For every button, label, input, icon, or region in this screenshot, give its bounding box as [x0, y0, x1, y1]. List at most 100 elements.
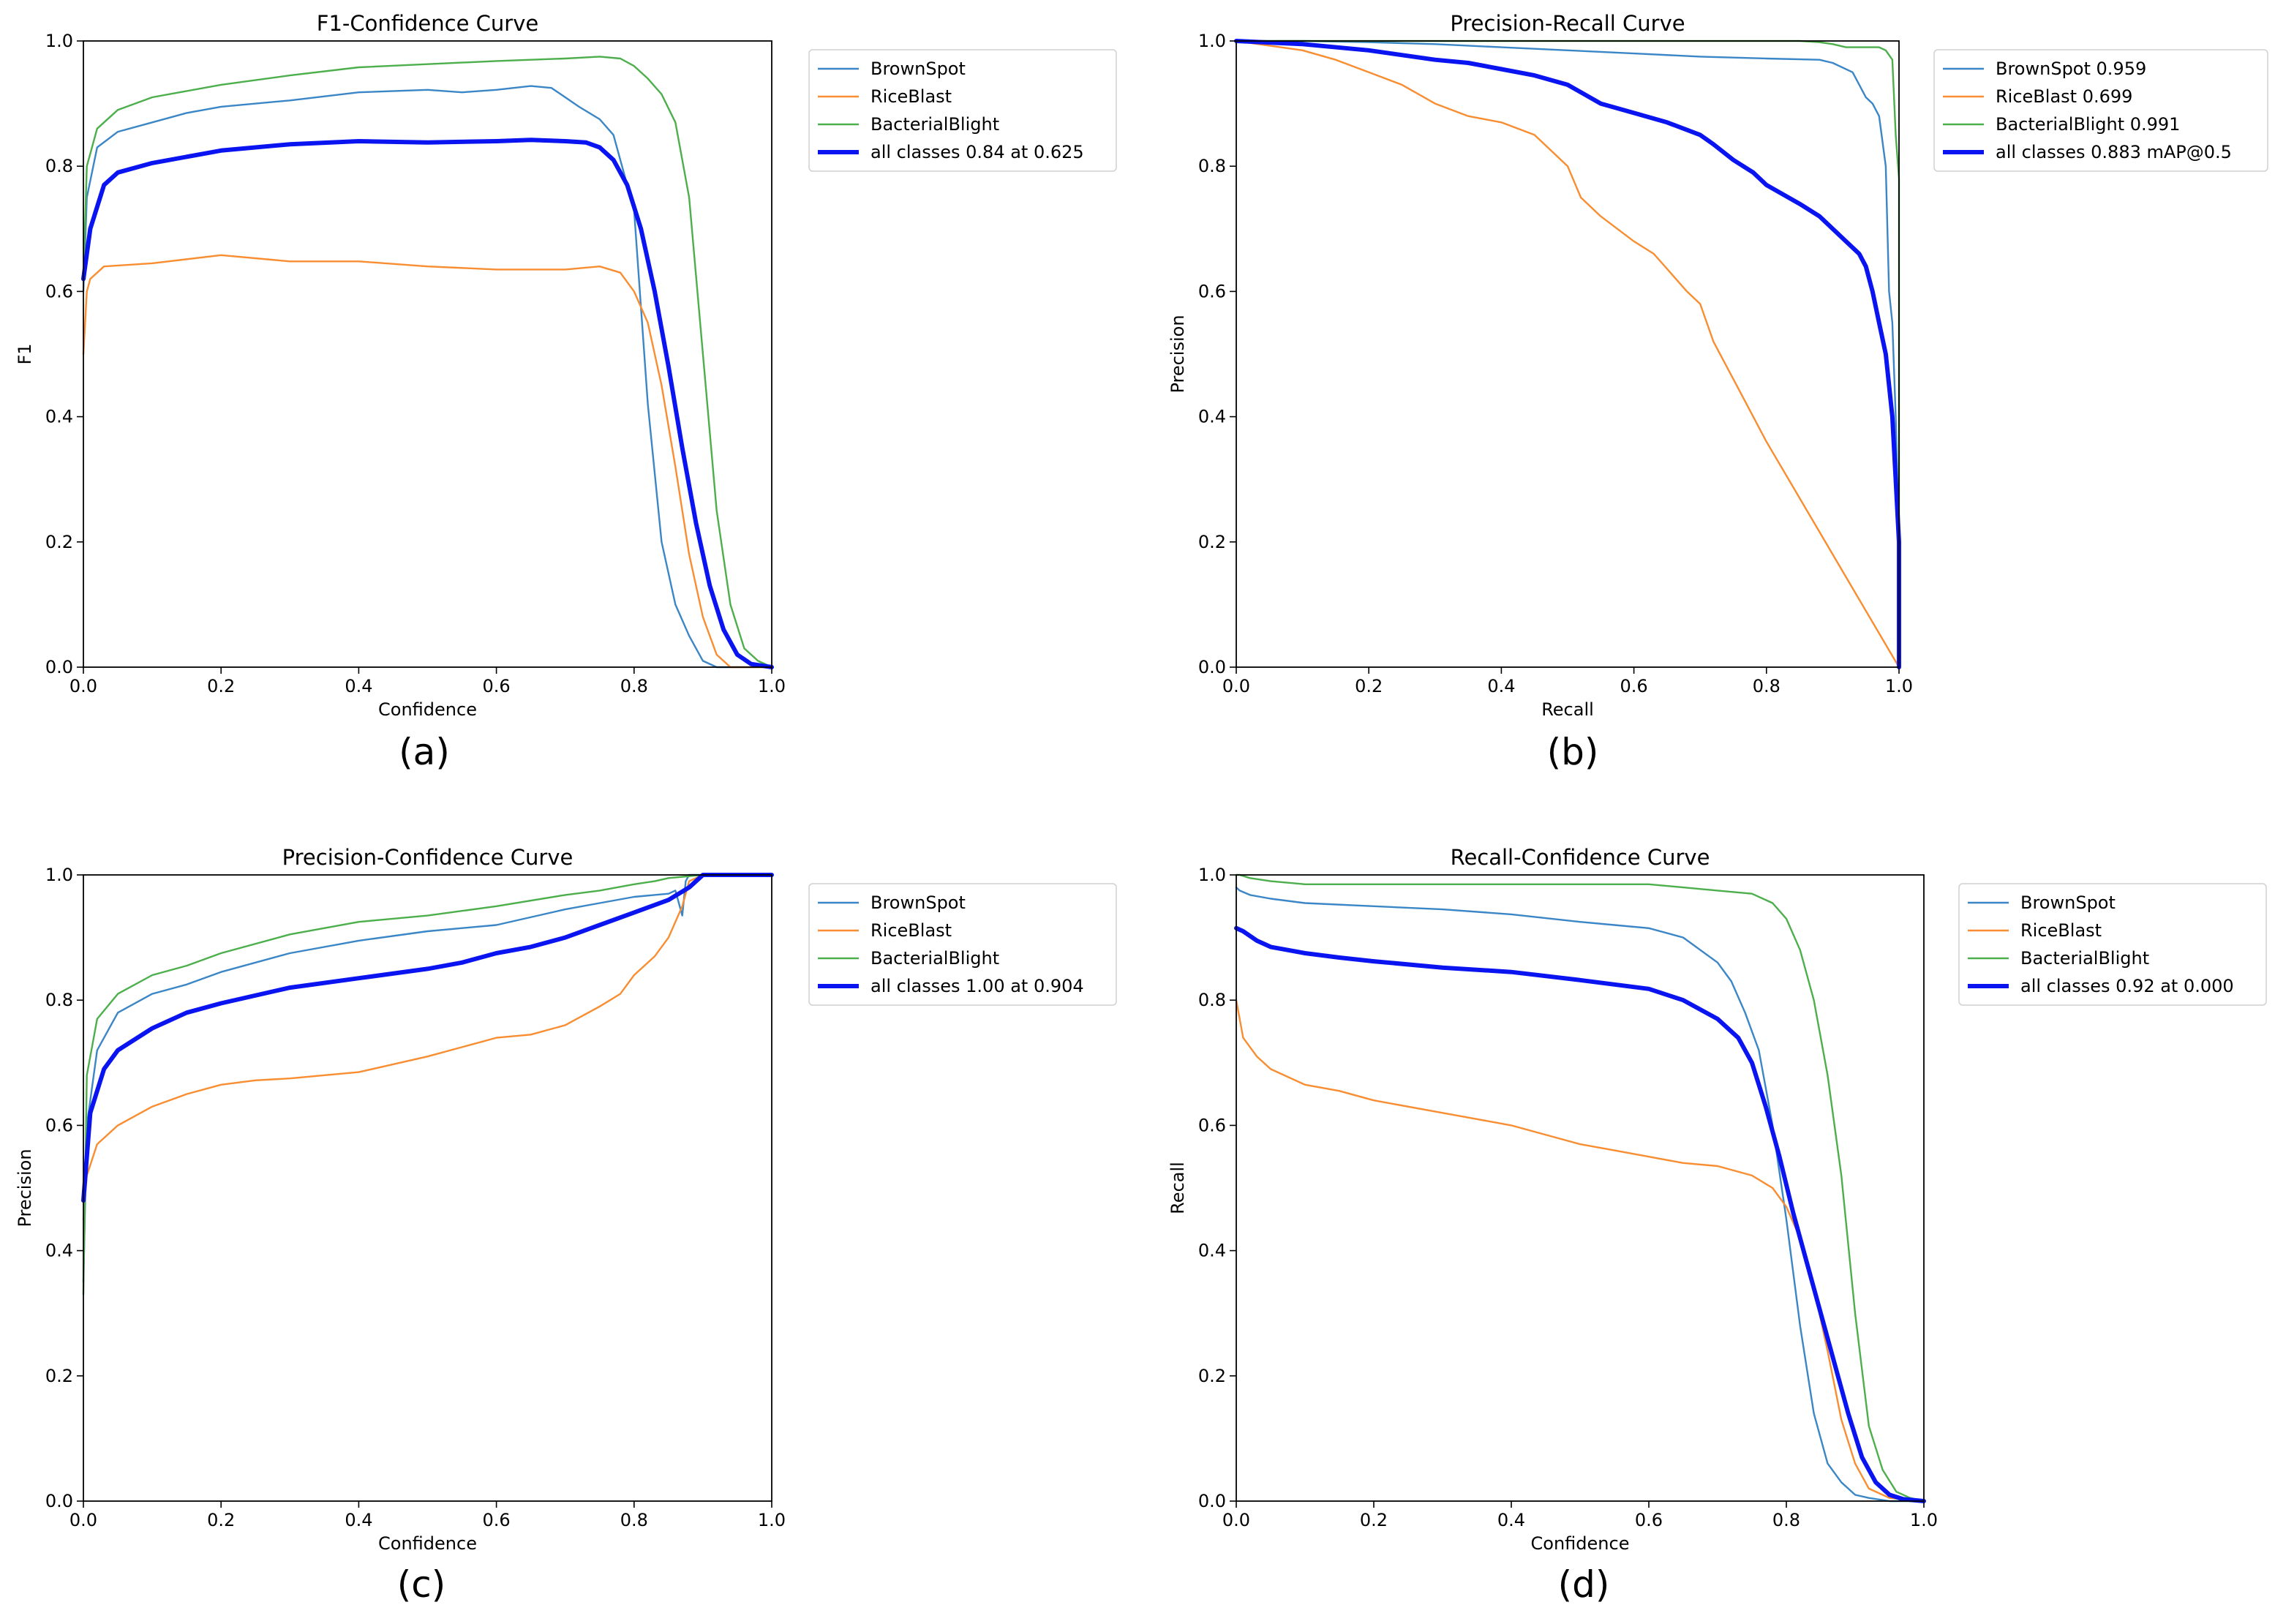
y-tick-label: 0.4 — [45, 407, 73, 427]
y-tick-label: 0.4 — [1198, 1241, 1226, 1261]
x-axis-label: Recall — [1541, 699, 1594, 720]
x-tick-label: 0.0 — [69, 1510, 97, 1530]
legend-label: RiceBlast — [870, 920, 952, 941]
x-tick-label: 1.0 — [1910, 1510, 1938, 1530]
x-tick-label: 0.6 — [483, 1510, 511, 1530]
legend-a: BrownSpot RiceBlast BacterialBlight all cla… — [808, 49, 1117, 172]
y-tick-label: 0.8 — [45, 156, 73, 176]
series-line-brownspot — [1235, 40, 1900, 669]
legend-label: BacterialBlight — [870, 948, 999, 969]
x-tick-label: 0.4 — [1487, 676, 1515, 696]
y-tick-label: 0.4 — [45, 1241, 73, 1261]
legend-c: BrownSpot RiceBlast BacterialBlight all cla… — [808, 883, 1117, 1006]
x-tick-label: 0.2 — [207, 1510, 235, 1530]
x-tick-label: 0.8 — [1753, 676, 1780, 696]
panel-caption-d: (d) — [1558, 1563, 1610, 1606]
legend-label: all classes 0.92 at 0.000 — [2020, 976, 2234, 996]
series-line-bacterialblight — [1235, 873, 1925, 1503]
x-tick-label: 0.8 — [1772, 1510, 1800, 1530]
x-tick-label: 0.8 — [620, 676, 648, 696]
chart-title-d: Recall-Confidence Curve — [1451, 845, 1710, 870]
legend-label: BacterialBlight — [870, 114, 999, 135]
y-tick-label: 0.0 — [1198, 1491, 1226, 1511]
panel-c: Precision-Confidence Curve 0.0 0.2 0.4 0.6 0.… — [15, 845, 1117, 1606]
y-tick-label: 0.0 — [45, 657, 73, 677]
x-axis-label: Confidence — [1531, 1533, 1630, 1554]
x-tick-label: 0.6 — [1635, 1510, 1663, 1530]
y-tick-label: 1.0 — [1198, 31, 1226, 51]
legend-d: BrownSpot RiceBlast BacterialBlight all cla… — [1958, 883, 2267, 1006]
y-tick-label: 0.8 — [1198, 156, 1226, 176]
series-line-riceblast — [82, 254, 773, 669]
y-tick-label: 0.2 — [45, 532, 73, 552]
series-line-all-classes — [81, 873, 774, 1203]
series-line-bacterialblight — [82, 873, 773, 1296]
plot-frame — [1236, 40, 1900, 668]
x-tick-label: 0.6 — [483, 676, 511, 696]
series-line-bacterialblight — [82, 56, 773, 669]
legend-box — [1958, 883, 2267, 1006]
x-tick-label: 0.2 — [1360, 1510, 1388, 1530]
y-tick-label: 0.6 — [1198, 281, 1226, 301]
legend-label: RiceBlast — [2020, 920, 2102, 941]
series-group-a — [81, 56, 774, 669]
y-axis-label: Precision — [15, 1149, 35, 1227]
plot-frame — [83, 40, 772, 668]
series-group-b — [1234, 39, 1901, 669]
y-tick-label: 0.6 — [1198, 1115, 1226, 1135]
panel-caption-a: (a) — [399, 731, 450, 773]
x-axis-label: Confidence — [378, 1533, 477, 1554]
y-tick-label: 0.0 — [45, 1491, 73, 1511]
chart-title-c: Precision-Confidence Curve — [282, 845, 574, 870]
y-tick-label: 0.0 — [1198, 657, 1226, 677]
legend-b: BrownSpot 0.959 RiceBlast 0.699 BacterialB… — [1933, 49, 2268, 172]
legend-box — [808, 883, 1117, 1006]
plot-frame — [83, 874, 772, 1502]
y-tick-label: 0.2 — [1198, 1366, 1226, 1386]
legend-label: BrownSpot — [2020, 892, 2116, 913]
y-axis-label: Recall — [1167, 1162, 1188, 1214]
chart-title-b: Precision-Recall Curve — [1450, 11, 1685, 36]
x-tick-label: 1.0 — [758, 676, 786, 696]
plot-frame — [1236, 874, 1925, 1502]
legend-label: BrownSpot — [870, 892, 966, 913]
series-line-all-classes — [81, 138, 774, 669]
x-tick-label: 0.2 — [207, 676, 235, 696]
y-tick-label: 0.2 — [45, 1366, 73, 1386]
panel-caption-c: (c) — [397, 1563, 446, 1606]
y-tick-label: 0.2 — [1198, 532, 1226, 552]
legend-label: BrownSpot 0.959 — [1996, 59, 2146, 79]
x-tick-label: 1.0 — [758, 1510, 786, 1530]
series-line-riceblast — [1235, 40, 1900, 669]
series-line-brownspot — [82, 85, 773, 669]
panel-d: Recall-Confidence Curve 0.0 0.2 0.4 0.6 0.8 1.… — [1167, 845, 2267, 1606]
legend-label: BrownSpot — [870, 59, 966, 79]
legend-box — [1933, 49, 2268, 172]
y-tick-label: 0.4 — [1198, 407, 1226, 427]
legend-label: BacterialBlight — [2020, 948, 2149, 969]
series-line-riceblast — [1235, 999, 1925, 1503]
legend-box — [808, 49, 1117, 172]
x-tick-label: 0.0 — [1222, 676, 1250, 696]
y-tick-label: 0.8 — [1198, 990, 1226, 1010]
y-tick-label: 1.0 — [1198, 865, 1226, 885]
series-group-d — [1234, 873, 1926, 1503]
x-tick-label: 0.4 — [345, 676, 372, 696]
x-tick-label: 0.6 — [1620, 676, 1648, 696]
series-group-c — [81, 873, 774, 1296]
legend-label: all classes 0.84 at 0.625 — [870, 142, 1084, 162]
y-tick-label: 0.6 — [45, 281, 73, 301]
x-tick-label: 0.0 — [1222, 1510, 1250, 1530]
x-tick-label: 0.4 — [1497, 1510, 1525, 1530]
x-tick-label: 1.0 — [1885, 676, 1913, 696]
panel-caption-b: (b) — [1547, 731, 1599, 773]
chart-title-a: F1-Confidence Curve — [317, 11, 538, 36]
x-tick-label: 0.8 — [620, 1510, 648, 1530]
series-line-riceblast — [82, 873, 773, 1221]
series-line-all-classes — [1234, 39, 1901, 669]
y-tick-label: 1.0 — [45, 865, 73, 885]
legend-label: BacterialBlight 0.991 — [1996, 114, 2180, 135]
y-tick-label: 0.8 — [45, 990, 73, 1010]
series-line-bacterialblight — [1235, 40, 1900, 669]
